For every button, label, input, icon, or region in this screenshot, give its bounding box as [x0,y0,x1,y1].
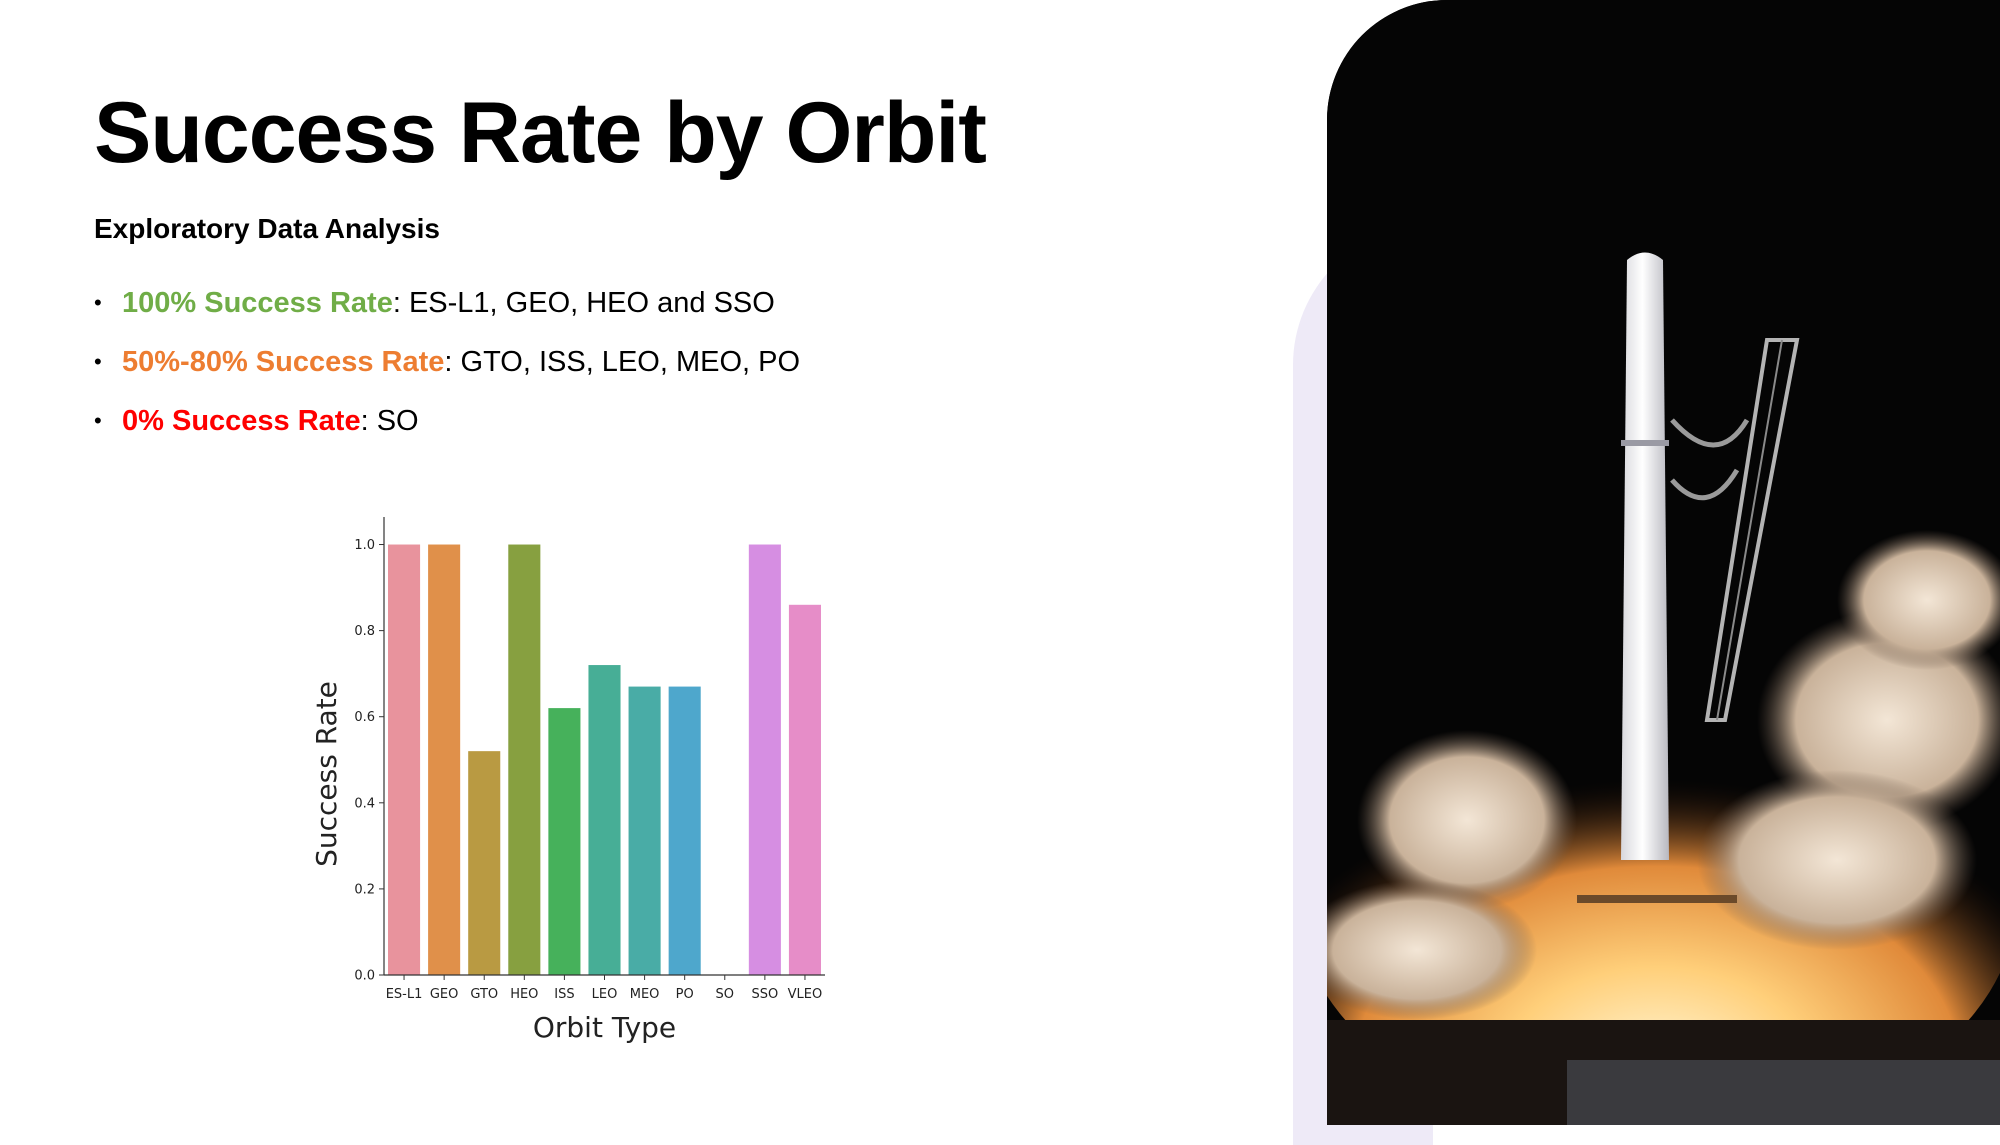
bar-geo [428,544,461,975]
rocket-body [1621,252,1669,860]
x-tick-label: VLEO [788,987,823,1002]
bar-po [668,686,701,975]
rocket-launch-photo [1327,0,2000,1125]
y-axis-label: Success Rate [310,681,343,867]
y-tick-label: 0.0 [354,969,375,984]
bullet-dot-icon: • [94,408,102,433]
x-tick-label: ISS [554,987,574,1002]
launch-tower [1704,338,1800,722]
x-tick-label: SO [716,987,734,1002]
bar-sso [748,544,781,975]
x-tick-label: SSO [751,987,778,1002]
bar-gto [468,751,501,975]
bar-vleo [788,604,821,975]
bullet-item-zero-success: • 0% Success Rate: SO [94,401,800,460]
x-tick-label: PO [676,987,694,1002]
bar-leo [588,665,621,975]
bar-iss [548,708,581,975]
y-tick-label: 0.2 [354,882,375,897]
bar-chart: ES-L1 GEO GTO HEO ISS LEO MEO PO SO SSO VLEO 0.0 0.2… [300,505,840,1045]
bullet-dot-icon: • [94,349,102,374]
bullet-text: : SO [360,405,419,437]
bar-chart-svg: ES-L1 GEO GTO HEO ISS LEO MEO PO SO SSO VLEO 0.0 0.2… [310,517,825,1044]
y-tick-label: 0.6 [354,710,375,725]
x-tick-label: GEO [430,987,459,1002]
bar-meo [628,686,661,975]
y-tick-label: 1.0 [354,538,375,553]
x-axis-label: Orbit Type [533,1011,676,1044]
rocket-launch-illustration [1327,0,2000,1125]
bar-es-l1 [388,544,421,975]
x-tick-label: GTO [470,987,498,1002]
bullet-highlight: 100% Success Rate [122,287,393,319]
bullet-highlight: 0% Success Rate [122,405,361,437]
bullet-dot-icon: • [94,290,102,315]
x-tick-label: MEO [630,987,660,1002]
bar-heo [508,544,541,975]
bullet-text: : GTO, ISS, LEO, MEO, PO [444,346,801,378]
y-tick-label: 0.8 [354,624,375,639]
x-tick-label: LEO [592,987,618,1002]
bullet-item-partial-success: • 50%-80% Success Rate: GTO, ISS, LEO, ME… [94,342,800,401]
slide-subtitle: Exploratory Data Analysis [94,213,440,244]
x-tick-label: ES-L1 [386,987,423,1002]
bullet-item-full-success: • 100% Success Rate: ES-L1, GEO, HEO and … [94,283,800,342]
bullet-list: • 100% Success Rate: ES-L1, GEO, HEO and … [94,283,800,460]
slide-title: Success Rate by Orbit [94,85,987,181]
y-tick-label: 0.4 [354,796,375,811]
bullet-text: : ES-L1, GEO, HEO and SSO [392,287,775,319]
x-tick-label: HEO [510,987,538,1002]
bullet-highlight: 50%-80% Success Rate [122,346,445,378]
